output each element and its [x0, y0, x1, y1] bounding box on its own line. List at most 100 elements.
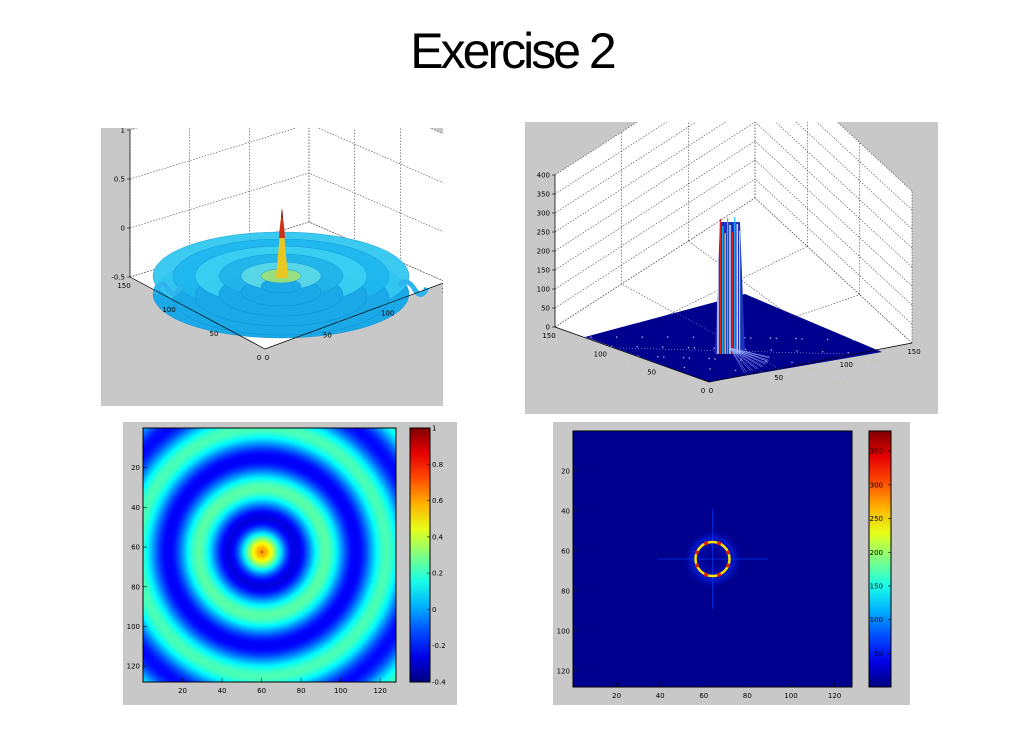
hm2-ylabel: 100 [557, 628, 570, 636]
surf2-dot [641, 336, 643, 338]
surf2-zlabel: 50 [541, 305, 550, 313]
hm2-ylabel: 60 [561, 548, 570, 556]
heatmap-spectrum: 20 40 60 80 100 120 20 40 60 80 100 120 350 300 250 200… [557, 430, 892, 700]
surf2-dot [874, 366, 876, 368]
surf2-dot [658, 365, 660, 368]
cb2-label: 150 [870, 582, 883, 590]
surf2-xgrid [754, 197, 913, 344]
surf2-dot [663, 356, 665, 358]
surf2-xlabel: 150 [907, 348, 920, 356]
surf2-dot [769, 337, 772, 339]
surf2-spike-skirt [729, 347, 767, 364]
surf2-dot [626, 364, 628, 366]
cb2-label: 300 [870, 481, 883, 489]
surf1-xlabel: 50 [323, 332, 332, 340]
surf2-dot [786, 372, 788, 375]
surf2-dot [745, 348, 747, 350]
hm1-ylabel: 100 [127, 623, 140, 631]
surf2-dot [714, 358, 716, 360]
cb2-label: 50 [874, 650, 883, 658]
surf2-dot [847, 352, 849, 354]
surf1-ylabel: 0 [257, 354, 261, 362]
hm2-ring-peak [726, 563, 731, 568]
surf2-zlabel: 150 [537, 267, 550, 275]
hm2-ring-peak [694, 550, 699, 555]
hm2-ylabel: 40 [561, 508, 570, 516]
surf2-xlabel: 50 [774, 374, 783, 382]
surf2-dot [631, 355, 633, 357]
cb2-label: 100 [870, 616, 883, 624]
surf2-dot [796, 350, 798, 352]
hm1-ylabel: 40 [131, 504, 140, 512]
surf1-xgrid [308, 221, 447, 283]
hm2-ylabel: 20 [561, 468, 570, 476]
hm2-xlabel: 80 [743, 692, 752, 700]
hm2-ring-peak [704, 541, 708, 546]
surf2-dot [843, 376, 845, 379]
hm1-xlabel: 60 [257, 687, 266, 695]
surf2-dot [662, 346, 664, 348]
cb1-label: 0 [432, 606, 436, 614]
heatmap-ripple-panel: 20 40 60 80 100 120 20 40 60 80 100 120 1 0.8 0.6 0.4 0.… [123, 422, 457, 705]
surf2-ygrid [554, 197, 756, 328]
surf2-zgrid [554, 159, 913, 306]
surf2-xgrid [688, 240, 845, 357]
surf1-xlabel: 0 [265, 354, 269, 362]
surface-plot-ripple: -0.500.51005050100100150150 [111, 74, 455, 362]
cb1-label: 1 [432, 425, 436, 433]
cb1-label: 0.2 [432, 570, 443, 578]
hm2-xlabel: 20 [612, 692, 621, 700]
surf1-zlabel: 1 [121, 128, 125, 135]
surf2-dot [791, 361, 793, 364]
surf2-dot [667, 336, 669, 338]
surf2-dot [826, 338, 829, 341]
surf2-xlabel: 100 [840, 361, 853, 369]
surf2-zlabel: 300 [537, 210, 550, 218]
hm1-ylabel: 120 [127, 663, 140, 671]
surf2-dot [713, 347, 715, 349]
hm2-ring-peak [717, 541, 721, 546]
surf2-dot [775, 337, 777, 340]
surface-plot-spectrum-panel: 0 50 100 150 200 250 300 350 400 0 0 50 50 100 100 150 1… [525, 45, 938, 414]
surf2-dot [636, 346, 638, 348]
surf2-zlabel: 100 [537, 286, 550, 294]
surf2-zlabel: 350 [537, 191, 550, 199]
surf2-spike-skirt [729, 347, 770, 358]
hm2-ylabel: 80 [561, 588, 570, 596]
surf2-zlabel: 400 [537, 172, 550, 180]
cb1-label: 0.4 [432, 533, 444, 541]
surf2-dot [744, 337, 746, 339]
surf2-spike-skirt [729, 347, 757, 370]
surf2-ylabel: 0 [701, 387, 705, 395]
hm2-ring-peak [694, 563, 699, 568]
surf2-dot [709, 368, 711, 370]
surf2-dot [682, 356, 685, 359]
hm1-ylabel: 80 [131, 583, 140, 591]
surf2-dot [750, 337, 752, 339]
surf2-axis-base [554, 326, 913, 383]
surf2-ygrid [657, 294, 860, 364]
surf2-dot [683, 366, 686, 369]
surf2-xlabel: 0 [709, 387, 713, 395]
surf2-dot [868, 365, 870, 368]
cb1-label: -0.4 [432, 679, 446, 687]
colorbar-ripple [409, 427, 431, 683]
surf2-dot [770, 349, 772, 351]
surf2-spike-skirt [729, 347, 754, 371]
surf1-edge-right [397, 279, 430, 297]
surf1-ylabel: 100 [162, 306, 175, 314]
surf2-dot [692, 336, 695, 338]
hm1-ylabel: 60 [131, 544, 140, 552]
surf2-dot [821, 351, 824, 353]
hm1-xlabel: 100 [334, 687, 347, 695]
surf2-dot [852, 339, 854, 341]
surf1-peak-tip [281, 209, 283, 218]
hm1-xlabel: 80 [297, 687, 306, 695]
surf1-xlabel: 100 [381, 309, 394, 317]
hm2-xlabel: 100 [784, 692, 797, 700]
surf2-dot [863, 377, 865, 380]
cb1-label: 0.8 [432, 461, 443, 469]
surf1-ylabel: 150 [117, 282, 130, 290]
surf1-ylabel: 50 [210, 330, 219, 338]
surf2-spike-skirt [729, 347, 759, 369]
